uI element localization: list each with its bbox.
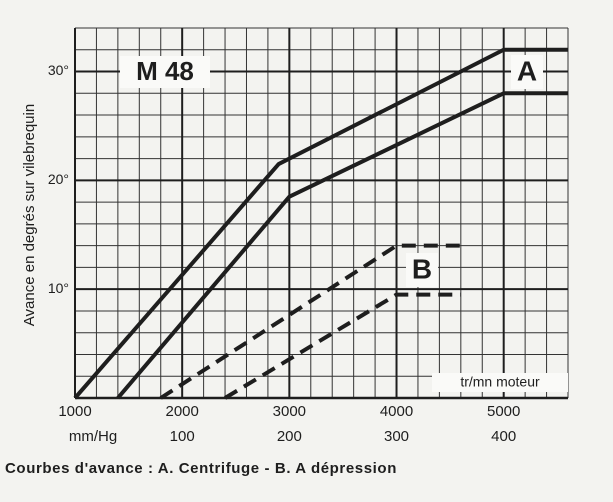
caption: Courbes d'avance : A. Centrifuge - B. A … bbox=[5, 460, 397, 477]
x-tick-label: 3000 bbox=[273, 403, 306, 420]
x-tick-label: 1000 bbox=[58, 403, 91, 420]
x-tick-label: 5000 bbox=[487, 403, 520, 420]
x2-tick-label: 300 bbox=[384, 428, 409, 445]
x-tick-label: 4000 bbox=[380, 403, 413, 420]
x2-tick-label: 100 bbox=[170, 428, 195, 445]
x-axis-label: tr/mn moteur bbox=[460, 374, 540, 390]
legend-label: A bbox=[517, 55, 537, 86]
x-tick-label: 2000 bbox=[165, 403, 198, 420]
y-tick-label: 20° bbox=[48, 171, 69, 187]
curve bbox=[159, 243, 461, 400]
x2-tick-label: 400 bbox=[491, 428, 516, 445]
x2-tick-label: 200 bbox=[277, 428, 302, 445]
legend-box bbox=[511, 55, 543, 89]
curve bbox=[73, 47, 568, 400]
curve bbox=[224, 292, 461, 400]
y-tick-label: 30° bbox=[48, 62, 69, 78]
legend-label: B bbox=[412, 253, 432, 284]
curve bbox=[116, 91, 568, 400]
y-tick-label: 10° bbox=[48, 280, 69, 296]
chart-title: M 48 bbox=[136, 56, 194, 86]
legend-box bbox=[406, 253, 438, 287]
y-axis-label: Avance en degrés sur vilebrequin bbox=[21, 104, 38, 326]
label-box bbox=[432, 373, 568, 392]
x2-axis-label: mm/Hg bbox=[69, 428, 117, 445]
title-box bbox=[120, 56, 210, 88]
